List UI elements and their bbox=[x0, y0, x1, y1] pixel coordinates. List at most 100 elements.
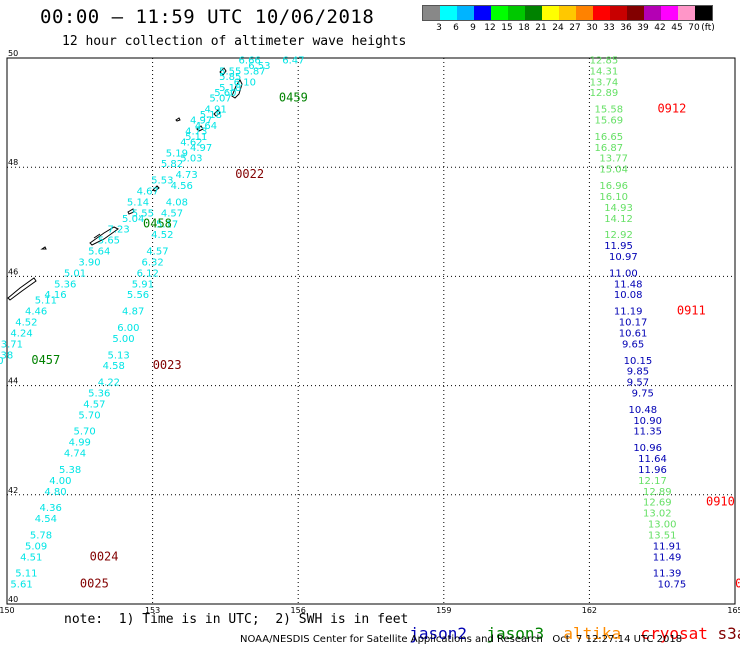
swh-value: 9.75 bbox=[632, 389, 654, 400]
legend-label: 45 bbox=[671, 23, 683, 33]
swh-value: 13.51 bbox=[648, 530, 677, 541]
swh-value: 5.17 bbox=[156, 219, 178, 230]
swh-value: 4.57 bbox=[83, 399, 105, 410]
swh-value: 7.23 bbox=[107, 225, 129, 236]
pass-time-label: 0024 bbox=[90, 549, 119, 563]
legend-label: 9 bbox=[470, 23, 476, 33]
sat-jason3: jason3 bbox=[486, 624, 545, 643]
swh-value: 11.00 bbox=[609, 268, 638, 279]
swh-value: 4.97 bbox=[190, 143, 212, 154]
legend-label: 12 bbox=[484, 23, 496, 33]
legend-swatch bbox=[474, 6, 491, 20]
swh-value: 4.51 bbox=[20, 552, 42, 563]
island-outline bbox=[175, 117, 181, 122]
island-outline bbox=[219, 67, 227, 76]
swh-value: 11.39 bbox=[653, 569, 682, 580]
swh-value: 9.65 bbox=[622, 339, 644, 350]
swh-value: 3.38 bbox=[0, 350, 13, 361]
legend-label: 70 bbox=[688, 23, 700, 33]
swh-value: 4.73 bbox=[185, 126, 207, 137]
swh-value: 4.57 bbox=[161, 208, 183, 219]
swh-value: 4.22 bbox=[98, 378, 120, 389]
swh-value: 4.87 bbox=[122, 307, 144, 318]
swh-value: 15.69 bbox=[594, 116, 623, 127]
legend-label: 3 bbox=[436, 23, 442, 33]
swh-value: 12.69 bbox=[643, 498, 672, 509]
swh-value: 4.00 bbox=[49, 476, 71, 487]
island-outline bbox=[93, 233, 101, 239]
swh-value: 5.04 bbox=[122, 214, 144, 225]
swh-value: 5.11 bbox=[185, 132, 207, 143]
legend-label: 21 bbox=[535, 23, 547, 33]
pass-time-label: 0912 bbox=[657, 102, 686, 116]
swh-value: 14.12 bbox=[604, 214, 633, 225]
swh-value: 5.00 bbox=[112, 334, 134, 345]
x-tick-label: 159 bbox=[436, 606, 451, 615]
legend-swatch bbox=[491, 6, 508, 20]
swh-value: 5.11 bbox=[15, 569, 37, 580]
swh-value: 5.82 bbox=[161, 159, 183, 170]
swh-value: 4.08 bbox=[166, 197, 188, 208]
swh-value: 10.97 bbox=[609, 252, 638, 263]
pass-time-label: 0910 bbox=[706, 495, 735, 509]
legend-label: 15 bbox=[501, 23, 513, 33]
y-tick-label: 42 bbox=[8, 486, 18, 495]
swh-value: 9.57 bbox=[627, 378, 649, 389]
swh-value: 6.66 bbox=[239, 55, 261, 66]
swh-value: 4.10 bbox=[0, 356, 4, 367]
island-outline bbox=[89, 226, 119, 246]
swh-value: 4.67 bbox=[137, 187, 159, 198]
y-tick-label: 40 bbox=[8, 595, 18, 604]
credit-line: NOAA/NESDIS Center for Satellite Applica… bbox=[240, 634, 683, 645]
y-tick-label: 44 bbox=[8, 377, 18, 386]
island-outline bbox=[152, 185, 160, 192]
island-outline bbox=[40, 246, 47, 250]
swh-value: 3.90 bbox=[78, 257, 100, 268]
swh-value: 10.96 bbox=[633, 443, 662, 454]
swh-value: 13.74 bbox=[590, 77, 619, 88]
legend-swatch bbox=[423, 6, 440, 20]
legend-labels: 3 6 9 12 15 18 21 24 27 30 33 36 39 42 45 70 (ft) bbox=[422, 23, 740, 35]
legend-swatch bbox=[593, 6, 610, 20]
swh-value: 5.64 bbox=[88, 247, 110, 258]
swh-value: 4.24 bbox=[10, 328, 32, 339]
legend-swatch bbox=[559, 6, 576, 20]
island-outline bbox=[231, 79, 243, 99]
swh-value: 11.64 bbox=[638, 454, 667, 465]
swh-value: 16.96 bbox=[599, 181, 628, 192]
swh-value: 10.75 bbox=[658, 580, 687, 591]
legend-swatch bbox=[627, 6, 644, 20]
sat-s3a: s3a bbox=[717, 624, 740, 643]
legend-swatch bbox=[695, 6, 712, 20]
swh-value: 4.54 bbox=[35, 514, 57, 525]
swh-value: 12.89 bbox=[643, 487, 672, 498]
legend-label: 27 bbox=[569, 23, 581, 33]
swh-value: 5.38 bbox=[59, 465, 81, 476]
sat-altika: altika bbox=[563, 624, 622, 643]
swh-value: 5.09 bbox=[25, 541, 47, 552]
swh-value: 6.12 bbox=[137, 268, 159, 279]
swh-value: 4.52 bbox=[15, 318, 37, 329]
swh-value: 5.11 bbox=[35, 296, 57, 307]
pass-time-label: 0022 bbox=[235, 167, 264, 181]
swh-value: 11.49 bbox=[653, 552, 682, 563]
swh-value: 4.52 bbox=[151, 230, 173, 241]
island-outline bbox=[196, 125, 204, 132]
swh-value: 11.35 bbox=[633, 427, 662, 438]
swh-value: 4.58 bbox=[103, 361, 125, 372]
legend-swatch bbox=[542, 6, 559, 20]
swh-value: 5.36 bbox=[88, 389, 110, 400]
swh-value: 11.19 bbox=[614, 307, 643, 318]
swh-value: 4.97 bbox=[190, 116, 212, 127]
pass-time-label: 0457 bbox=[31, 353, 60, 367]
pass-time-label: 0025 bbox=[80, 577, 109, 591]
x-tick-label: 165 bbox=[727, 606, 740, 615]
legend-label: 39 bbox=[637, 23, 649, 33]
swh-value: 4.74 bbox=[64, 449, 86, 460]
legend-label: 6 bbox=[453, 23, 459, 33]
swh-value: 5.18 bbox=[200, 110, 222, 121]
y-tick-label: 48 bbox=[8, 158, 18, 167]
swh-value: 4.46 bbox=[25, 307, 47, 318]
swh-value: 6.53 bbox=[248, 61, 270, 72]
color-legend: 3 6 9 12 15 18 21 24 27 30 33 36 39 42 45 70 (ft) bbox=[422, 5, 715, 33]
